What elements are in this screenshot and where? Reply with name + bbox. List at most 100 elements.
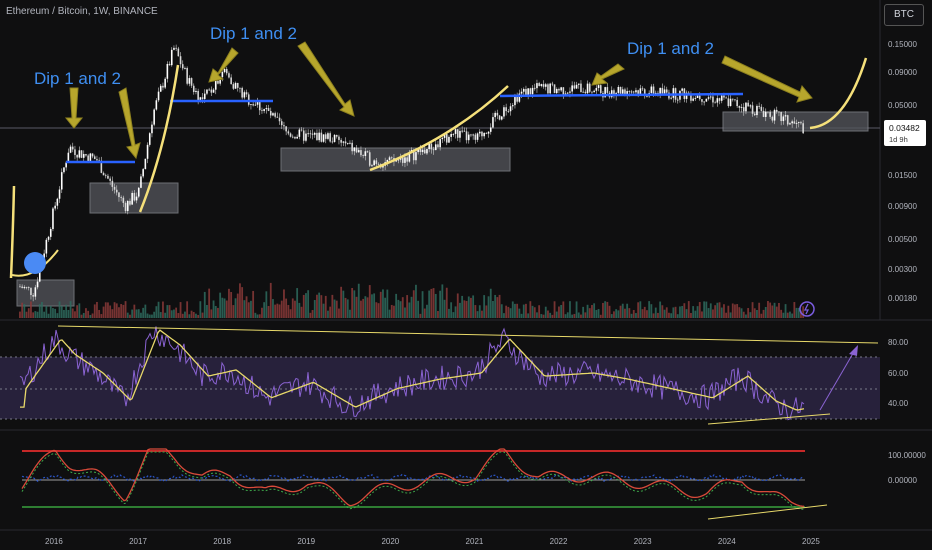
candle-body-46	[120, 197, 122, 198]
candle-body-80	[195, 90, 197, 93]
candle-body-40	[107, 175, 109, 179]
volume-bar-260	[591, 305, 593, 318]
resistance-line-2021	[499, 92, 744, 98]
chart-title: Ethereum / Bitcoin, 1W, BINANCE	[6, 6, 158, 17]
candle-body-205	[470, 134, 472, 136]
candle-body-339	[764, 111, 767, 117]
volume-bar-189	[434, 293, 437, 318]
candle-body-335	[756, 105, 758, 116]
x-tick-2021: 2021	[466, 537, 484, 546]
volume-bar-278	[630, 313, 633, 318]
arrow-4	[297, 41, 355, 117]
volume-bar-328	[740, 308, 743, 318]
candle-body-137	[320, 132, 323, 142]
volume-bar-40	[107, 302, 109, 318]
volume-bar-235	[536, 312, 538, 318]
candle-body-246	[560, 87, 562, 91]
x-tick-2019: 2019	[297, 537, 315, 546]
candle-body-57	[144, 158, 147, 170]
candle-body-113	[267, 108, 270, 112]
candle-body-129	[302, 130, 305, 141]
volume-bar-30	[85, 308, 87, 318]
volume-bar-218	[498, 294, 501, 318]
volume-bar-0	[19, 311, 21, 318]
candle-body-244	[555, 88, 558, 94]
candle-body-287	[650, 86, 653, 93]
volume-bar-59	[148, 314, 151, 318]
volume-bar-338	[762, 309, 765, 318]
osc-blue-line	[21, 473, 805, 483]
volume-bar-226	[516, 303, 519, 318]
candle-body-72	[177, 48, 180, 57]
volume-bar-9	[38, 304, 41, 318]
volume-bar-12	[45, 305, 48, 318]
candle-body-121	[285, 126, 287, 132]
volume-bar-318	[718, 302, 721, 318]
candle-body-306	[692, 98, 694, 101]
candle-body-15	[52, 208, 54, 230]
candle-body-210	[481, 131, 483, 137]
volume-bar-343	[773, 302, 776, 318]
volume-bar-287	[650, 304, 653, 318]
candle-body-42	[111, 180, 114, 187]
volume-bar-240	[547, 310, 549, 318]
candle-body-114	[269, 111, 272, 116]
candle-body-163	[377, 163, 380, 165]
volume-bar-233	[531, 305, 534, 318]
candle-body-223	[509, 106, 512, 112]
volume-bar-21	[65, 304, 68, 318]
candle-body-37	[100, 160, 103, 173]
candle-body-63	[157, 91, 160, 101]
candle-body-332	[749, 105, 752, 107]
candle-body-9	[38, 267, 41, 282]
volume-bar-309	[698, 302, 701, 318]
volume-bar-283	[641, 309, 644, 318]
y-tick-1: 0.09000	[888, 68, 917, 77]
candle-body-218	[498, 115, 501, 120]
candle-body-351	[791, 121, 793, 124]
volume-bar-263	[597, 309, 600, 318]
candle-body-21	[65, 162, 67, 168]
candle-body-191	[439, 139, 441, 148]
volume-bar-80	[195, 313, 197, 318]
volume-bar-290	[657, 312, 659, 318]
volume-bar-269	[610, 314, 613, 318]
volume-bar-192	[441, 284, 444, 318]
volume-bar-138	[322, 303, 325, 318]
candle-body-83	[201, 97, 204, 99]
candle-body-352	[793, 121, 796, 124]
candle-body-211	[483, 132, 485, 137]
candle-body-238	[542, 84, 545, 87]
candle-body-239	[544, 84, 547, 87]
candle-body-270	[613, 90, 615, 97]
volume-bar-68	[168, 305, 171, 318]
volume-bars	[19, 282, 805, 318]
candle-body-217	[496, 112, 499, 116]
volume-bar-330	[745, 314, 747, 318]
volume-bar-36	[98, 309, 101, 318]
candle-body-256	[582, 91, 584, 93]
candle-body-22	[67, 152, 70, 163]
candle-body-84	[203, 93, 206, 99]
candle-body-279	[632, 91, 635, 93]
volume-bar-350	[789, 311, 791, 318]
candle-body-174	[401, 157, 404, 163]
candle-body-24	[71, 146, 74, 150]
x-tick-2020: 2020	[381, 537, 399, 546]
support-box-2015	[16, 279, 75, 307]
volume-bar-83	[201, 312, 204, 318]
candle-body-152	[353, 147, 356, 152]
candle-body-312	[705, 98, 708, 102]
candle-body-208	[476, 133, 479, 140]
volume-bar-251	[571, 314, 574, 318]
candle-body-303	[685, 92, 688, 99]
volume-bar-171	[395, 293, 398, 318]
volume-bar-35	[96, 301, 98, 318]
volume-bar-176	[406, 295, 409, 318]
volume-bar-275	[624, 308, 626, 318]
candle-body-200	[459, 130, 461, 138]
volume-bar-17	[56, 313, 59, 318]
currency-button[interactable]: BTC	[884, 4, 924, 26]
volume-bar-208	[476, 311, 479, 318]
volume-bar-77	[188, 314, 191, 318]
